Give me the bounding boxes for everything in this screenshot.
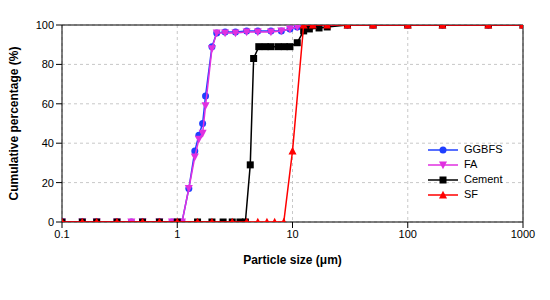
html-text:Cement: Cement <box>464 173 503 185</box>
svg-text:40: 40 <box>42 137 54 149</box>
svg-text:1000: 1000 <box>511 228 535 240</box>
svg-text:1: 1 <box>174 228 180 240</box>
svg-text:Cumulative percentage (%): Cumulative percentage (%) <box>8 46 21 200</box>
svg-text:60: 60 <box>42 98 54 110</box>
html-text:GGBFS: GGBFS <box>464 143 503 155</box>
svg-text:0.1: 0.1 <box>54 228 69 240</box>
html-text:SF: SF <box>464 188 479 200</box>
svg-text:20: 20 <box>42 177 54 189</box>
svg-text:100: 100 <box>399 228 417 240</box>
svg-text:10: 10 <box>286 228 298 240</box>
svg-text:80: 80 <box>42 58 54 70</box>
html-text:FA: FA <box>464 158 478 170</box>
svg-text:Particle size (μm): Particle size (μm) <box>243 253 342 267</box>
svg-text:0: 0 <box>48 216 54 228</box>
svg-text:100: 100 <box>36 19 54 31</box>
